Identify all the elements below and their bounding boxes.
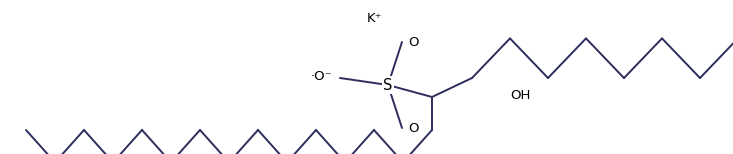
Text: S: S	[383, 77, 393, 93]
Text: O: O	[408, 122, 419, 134]
Text: ·O⁻: ·O⁻	[311, 70, 333, 83]
Text: O: O	[408, 36, 419, 49]
Text: OH: OH	[510, 89, 531, 101]
Text: K⁺: K⁺	[367, 12, 383, 24]
